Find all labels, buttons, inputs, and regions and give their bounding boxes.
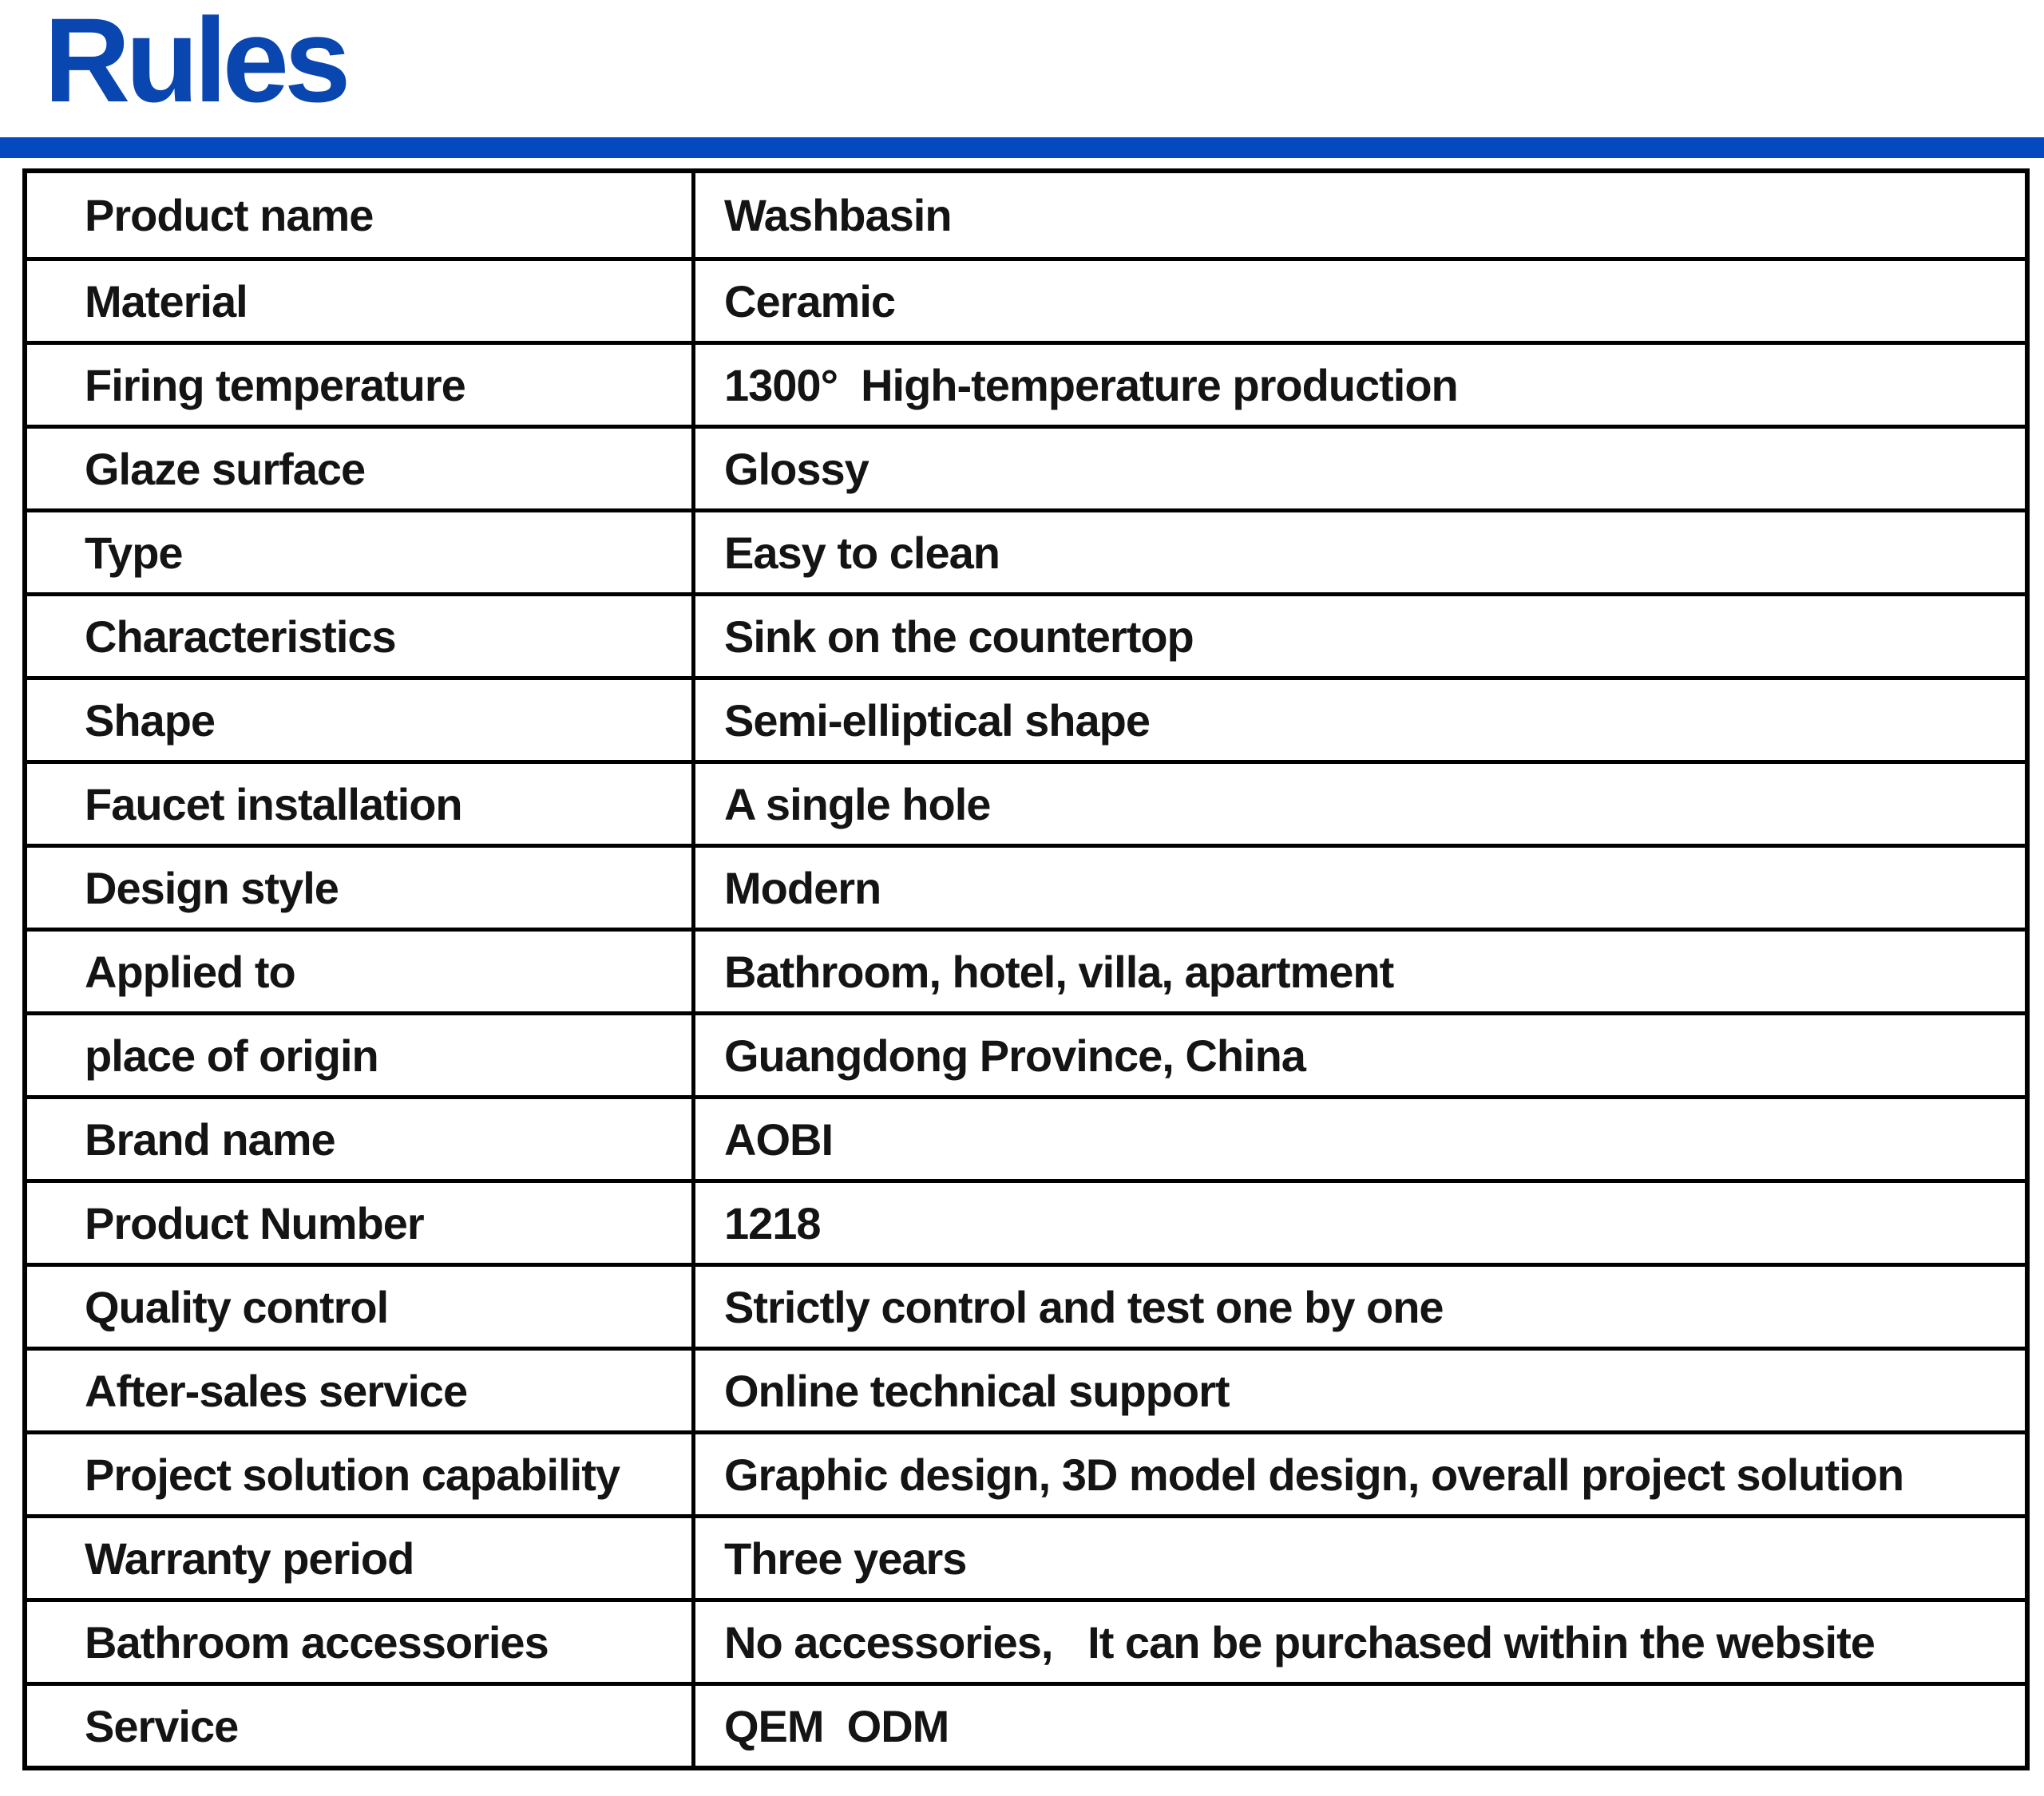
table-row: Service QEM ODM: [27, 1682, 2025, 1766]
spec-label: Glaze surface: [27, 429, 695, 508]
table-row: Warranty period Three years: [27, 1514, 2025, 1598]
spec-label: Brand name: [27, 1099, 695, 1179]
spec-value: Bathroom, hotel, villa, apartment: [724, 946, 1394, 997]
spec-label: Firing temperature: [27, 345, 695, 425]
spec-value: Modern: [724, 862, 881, 913]
spec-value: Glossy: [724, 443, 869, 494]
table-row: Shape Semi-elliptical shape: [27, 676, 2025, 760]
title-underline: [0, 137, 2044, 158]
spec-value: Guangdong Province, China: [724, 1030, 1306, 1081]
spec-label: Characteristics: [27, 596, 695, 676]
spec-label: Quality control: [27, 1267, 695, 1347]
table-row: Faucet installation A single hole: [27, 760, 2025, 844]
table-row: Product name Washbasin: [27, 173, 2025, 257]
spec-table: Product name Washbasin Material Ceramic …: [22, 168, 2030, 1770]
spec-label: Applied to: [27, 932, 695, 1011]
table-row: Type Easy to clean: [27, 508, 2025, 592]
table-row: Glaze surface Glossy: [27, 425, 2025, 508]
table-row: place of origin Guangdong Province, Chin…: [27, 1011, 2025, 1095]
spec-value: Online technical support: [724, 1365, 1230, 1416]
spec-label: Project solution capability: [27, 1434, 695, 1514]
spec-value: Easy to clean: [724, 527, 1000, 578]
spec-label: Warranty period: [27, 1518, 695, 1598]
spec-value: Graphic design, 3D model design, overall…: [724, 1449, 1904, 1500]
spec-value: No accessories, It can be purchased with…: [724, 1616, 1876, 1667]
spec-value: Semi-elliptical shape: [724, 694, 1151, 746]
table-row: Firing temperature 1300° High-temperatur…: [27, 341, 2025, 425]
spec-value: 1300° High-temperature production: [724, 359, 1459, 410]
spec-value: Washbasin: [724, 190, 953, 240]
spec-value: 1218: [724, 1197, 822, 1248]
spec-label: Bathroom accessories: [27, 1602, 695, 1682]
spec-label: Faucet installation: [27, 764, 695, 844]
spec-value: AOBI: [724, 1114, 834, 1165]
spec-label: Service: [27, 1686, 695, 1766]
spec-label: Product Number: [27, 1183, 695, 1263]
spec-label: After-sales service: [27, 1351, 695, 1430]
page-title: Rules: [44, 0, 351, 127]
table-row: Characteristics Sink on the countertop: [27, 592, 2025, 676]
table-row: Design style Modern: [27, 844, 2025, 928]
spec-label: Design style: [27, 848, 695, 928]
table-row: After-sales service Online technical sup…: [27, 1347, 2025, 1430]
table-row: Project solution capability Graphic desi…: [27, 1430, 2025, 1514]
table-row: Brand name AOBI: [27, 1095, 2025, 1179]
spec-label: place of origin: [27, 1015, 695, 1095]
spec-label: Type: [27, 512, 695, 592]
spec-value: A single hole: [724, 778, 991, 829]
table-row: Product Number 1218: [27, 1179, 2025, 1263]
page-header: Rules: [0, 0, 2044, 137]
table-row: Bathroom accessories No accessories, It …: [27, 1598, 2025, 1682]
spec-value: Strictly control and test one by one: [724, 1281, 1444, 1332]
spec-value: Three years: [724, 1533, 967, 1584]
spec-label: Material: [27, 261, 695, 341]
table-row: Quality control Strictly control and tes…: [27, 1263, 2025, 1347]
spec-label: Shape: [27, 680, 695, 760]
spec-value: Ceramic: [724, 275, 896, 326]
spec-label: Product name: [27, 173, 695, 257]
table-row: Material Ceramic: [27, 257, 2025, 341]
spec-value: QEM ODM: [724, 1700, 949, 1751]
spec-value: Sink on the countertop: [724, 611, 1194, 662]
table-row: Applied to Bathroom, hotel, villa, apart…: [27, 928, 2025, 1011]
